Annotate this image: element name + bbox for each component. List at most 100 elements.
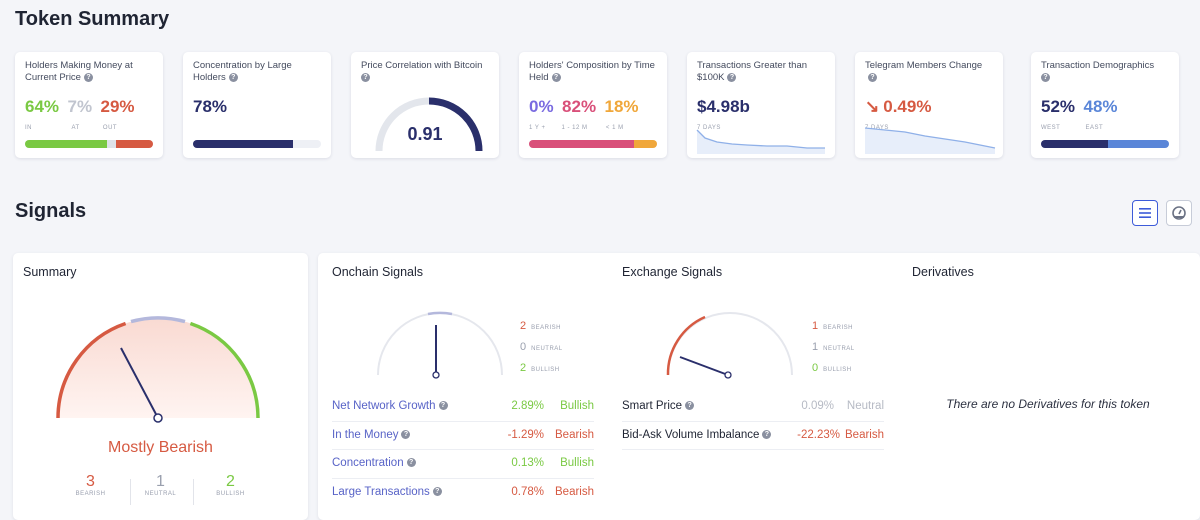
gauge-fill-area <box>58 318 258 418</box>
card-telegram-members[interactable]: Telegram Members Change? ↘ 0.49% 7 DAYS <box>855 52 1003 158</box>
signal-name[interactable]: Bid-Ask Volume Imbalance? <box>622 429 772 441</box>
signal-value: 0.09% <box>801 400 834 412</box>
west-value: 52% <box>1041 97 1076 116</box>
count-label: NEUTRAL <box>144 491 177 497</box>
card-transaction-demographics[interactable]: Transaction Demographics? 52% 48% WEST E… <box>1031 52 1179 158</box>
derivatives-title: Derivatives <box>912 265 974 279</box>
exchange-gauge <box>666 312 793 379</box>
east-label: EAST <box>1085 125 1104 131</box>
info-icon[interactable]: ? <box>685 401 695 411</box>
info-icon[interactable]: ? <box>228 72 238 82</box>
signals-title: Signals <box>15 200 87 222</box>
bearish-arc <box>666 315 706 376</box>
card-concentration[interactable]: Concentration by Large Holders? 78% <box>183 52 331 158</box>
info-icon[interactable]: ? <box>401 429 411 439</box>
signal-value: 2.89% <box>511 400 544 412</box>
bar-east-segment <box>1107 140 1169 148</box>
gauge-needle <box>679 356 729 376</box>
in-out-bar <box>25 140 153 148</box>
signal-name-link[interactable]: Net Network Growth? <box>332 400 448 412</box>
summary-bullish-count: 2 BULLISH <box>203 473 258 497</box>
bar-fill <box>193 140 293 148</box>
info-icon[interactable]: ? <box>551 72 561 82</box>
bullish-arc <box>189 321 260 419</box>
count-value: 1 <box>156 473 165 490</box>
card-holders-making-money[interactable]: Holders Making Money at Current Price? 6… <box>15 52 163 158</box>
in-label: IN <box>25 125 32 131</box>
at-label: AT <box>71 125 80 131</box>
info-icon[interactable]: ? <box>406 458 416 468</box>
one-year-plus-label: 1 Y + <box>529 125 546 131</box>
signal-name-link[interactable]: Large Transactions? <box>332 486 442 498</box>
one-to-twelve-months-label: 1 - 12 M <box>561 125 588 131</box>
needle-pivot <box>153 413 163 423</box>
summary-gauge <box>56 316 260 423</box>
info-icon[interactable]: ? <box>868 72 877 82</box>
card-title: Concentration by Large Holders <box>193 60 292 83</box>
demographics-bar <box>1041 140 1169 148</box>
signal-status: Bearish <box>555 485 594 498</box>
exchange-signal-list: Smart Price? 0.09% Neutral Bid-Ask Volum… <box>622 393 884 450</box>
card-holders-composition[interactable]: Holders' Composition by Time Held? 0% 82… <box>519 52 667 158</box>
info-icon[interactable]: ? <box>432 486 442 496</box>
signals-detail-panel: Onchain Signals 2 BEARISH 0 NEUTRAL 2 BULLI… <box>318 253 1200 520</box>
card-title: Price Correlation with Bitcoin <box>361 60 483 71</box>
gauge-fill <box>428 97 483 152</box>
bar-west-segment <box>1041 140 1108 148</box>
bearish-label: BEARISH <box>531 325 561 331</box>
sparkline-line <box>864 127 996 149</box>
signal-name[interactable]: Smart Price? <box>622 400 695 412</box>
info-icon[interactable]: ? <box>1041 72 1050 82</box>
neutral-count: 0 <box>520 341 527 353</box>
concentration-value: 78% <box>193 97 228 116</box>
list-view-icon <box>1139 208 1151 218</box>
summary-bearish-count: 3 BEARISH <box>63 473 118 497</box>
signal-value: -1.29% <box>507 428 544 441</box>
bearish-arc <box>56 321 127 419</box>
signal-row[interactable]: Smart Price? 0.09% Neutral <box>622 393 884 422</box>
signal-row[interactable]: Bid-Ask Volume Imbalance? -22.23% Bearis… <box>622 422 884 450</box>
info-icon[interactable]: ? <box>438 401 448 411</box>
sparkline-area <box>865 128 995 154</box>
info-icon[interactable]: ? <box>727 72 737 82</box>
signal-status: Bearish <box>845 428 884 441</box>
out-label: OUT <box>102 125 118 131</box>
summary-panel: Summary Mostly Bearish 3 BEARISH 1 NEUTR… <box>13 253 308 520</box>
signal-row[interactable]: Net Network Growth? 2.89% Bullish <box>332 393 594 422</box>
neutral-count: 1 <box>812 341 819 353</box>
signal-row[interactable]: In the Money? -1.29% Bearish <box>332 422 594 450</box>
card-price-correlation[interactable]: Price Correlation with Bitcoin? 0.91 <box>351 52 499 158</box>
info-icon[interactable]: ? <box>762 429 772 439</box>
card-title: Telegram Members Change <box>865 60 983 71</box>
signal-row[interactable]: Concentration? 0.13% Bullish <box>332 450 594 479</box>
info-icon[interactable]: ? <box>361 72 370 82</box>
derivatives-empty-message: There are no Derivatives for this token <box>946 397 1150 411</box>
bar-at-segment <box>106 140 116 148</box>
summary-title: Summary <box>23 265 77 279</box>
signal-name-link[interactable]: In the Money? <box>332 429 411 441</box>
neutral-label: NEUTRAL <box>531 346 563 352</box>
count-value: 2 <box>226 473 235 490</box>
signal-value: -22.23% <box>797 428 840 441</box>
bearish-count: 1 <box>812 320 819 332</box>
bar-in-segment <box>25 140 107 148</box>
telegram-change-value: 0.49% <box>883 97 932 116</box>
card-title: Holders' Composition by Time Held <box>529 60 655 83</box>
signal-name-link[interactable]: Concentration? <box>332 457 416 469</box>
neutral-label: NEUTRAL <box>823 346 855 352</box>
period-label: 7 DAYS <box>697 125 721 131</box>
gauge-view-button[interactable] <box>1166 200 1192 226</box>
one-year-plus-value: 0% <box>529 97 554 116</box>
exchange-legend: 1 BEARISH 1 NEUTRAL 0 BULLISH <box>812 317 855 380</box>
summary-verdict: Mostly Bearish <box>108 439 213 456</box>
sparkline-line <box>696 129 825 149</box>
card-large-transactions[interactable]: Transactions Greater than $100K? $4.98b … <box>687 52 835 158</box>
list-view-button[interactable] <box>1132 200 1158 226</box>
signal-status: Neutral <box>846 400 884 412</box>
correlation-gauge <box>375 97 483 152</box>
east-value: 48% <box>1083 97 1118 116</box>
onchain-title: Onchain Signals <box>332 265 424 279</box>
signal-row[interactable]: Large Transactions? 0.78% Bearish <box>332 479 594 508</box>
info-icon[interactable]: ? <box>83 72 93 82</box>
signal-value: 0.13% <box>511 457 544 469</box>
